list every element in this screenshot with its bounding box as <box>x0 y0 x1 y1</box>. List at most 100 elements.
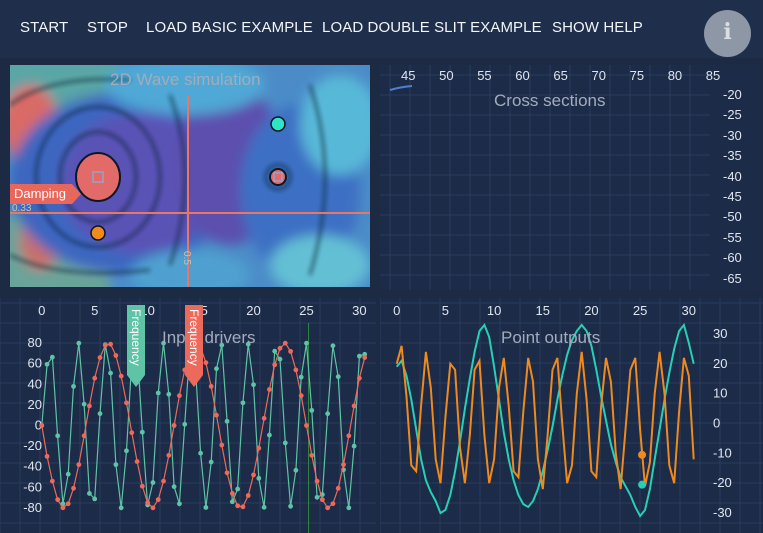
series-line-2 <box>41 342 366 509</box>
x-tick-label: 30 <box>352 303 366 318</box>
series-1-point <box>81 401 87 407</box>
x-tick-label: 25 <box>633 303 647 318</box>
cross-y-tick: -65 <box>723 270 742 286</box>
series-2-point <box>203 360 209 366</box>
series-2-point <box>92 375 98 381</box>
series-1-point <box>118 505 124 511</box>
input-drivers-panel[interactable]: 051015202530806040200-20-40-60-80 Input … <box>0 298 376 533</box>
series-2-point <box>129 430 135 436</box>
series-1-point <box>171 484 177 490</box>
series-2-point <box>214 412 219 418</box>
source-marker-1 <box>92 171 104 183</box>
cross-sections-panel[interactable]: Cross sections 45 50 55 60 65 70 75 80 85 -20 -25… <box>380 65 760 290</box>
info-icon: i <box>723 19 732 45</box>
series-1-point <box>214 366 219 372</box>
cross-y-tick: -20 <box>723 87 742 102</box>
series-2-point <box>330 501 336 507</box>
series-1-point <box>113 462 119 468</box>
frequency-marker-2[interactable]: Frequency <box>185 305 203 387</box>
show-help-button[interactable]: SHOW HELP <box>552 19 643 36</box>
point-outputs-chart[interactable]: 0 5 10 15 20 25 30 30 20 10 0 -10 -20 -30 <box>380 298 763 533</box>
x-tick-label: 20 <box>246 303 260 318</box>
stop-button[interactable]: STOP <box>87 19 128 36</box>
series-2-point <box>44 453 50 459</box>
x-tick-label: 0 <box>38 303 45 318</box>
probe-point-a <box>270 116 286 132</box>
panel-title: Cross sections <box>494 91 606 110</box>
series-1-point <box>65 471 71 477</box>
series-2-point <box>145 500 151 506</box>
series-2-point <box>76 462 82 468</box>
series-2-point <box>346 433 352 439</box>
load-double-slit-example-button[interactable]: LOAD DOUBLE SLIT EXAMPLE <box>322 19 542 36</box>
series-1-point <box>166 391 172 397</box>
panel-title: Input drivers <box>162 328 256 347</box>
cross-section-trace <box>389 85 413 91</box>
series-1-point <box>87 491 92 496</box>
series-1-point <box>351 443 357 449</box>
series-2-point <box>208 383 214 389</box>
x-tick-label: 30 <box>682 303 696 318</box>
series-2-point <box>288 348 293 354</box>
series-2-point <box>102 342 108 348</box>
x-tick-label: 10 <box>487 303 501 318</box>
start-button[interactable]: START <box>20 19 69 36</box>
highlight-point <box>638 450 647 459</box>
series-2-point <box>108 341 113 347</box>
y-tick-label: -10 <box>713 445 732 460</box>
point-outputs-panel[interactable]: 0 5 10 15 20 25 30 30 20 10 0 -10 -20 -30 Point outpu… <box>380 298 763 533</box>
cross-y-tick: -45 <box>723 189 742 204</box>
x-tick-label: 15 <box>536 303 550 318</box>
series-2-point <box>314 478 320 484</box>
series-2-point <box>256 445 262 451</box>
input-drivers-chart[interactable]: 051015202530806040200-20-40-60-80 <box>0 298 376 533</box>
frequency-marker-1[interactable]: Frequency <box>127 305 145 387</box>
series-2-point <box>161 478 166 484</box>
series-2-point <box>171 423 177 428</box>
cross-x-tick: 60 <box>515 68 530 83</box>
series-2-point <box>150 505 156 511</box>
frequency-label: Frequency <box>187 309 201 366</box>
series-2-point <box>293 367 299 373</box>
y-tick-label: 30 <box>713 326 727 341</box>
series-1-point <box>161 340 166 346</box>
series-line-2 <box>395 345 695 490</box>
series-2-point <box>229 491 235 496</box>
series-2-point <box>304 423 309 428</box>
info-button[interactable]: i <box>704 10 751 57</box>
series-1-point <box>44 361 50 367</box>
series-1-point <box>240 400 246 406</box>
series-2-point <box>124 400 129 406</box>
series-1-point <box>330 343 336 349</box>
damping-marker[interactable]: Damping <box>10 184 82 204</box>
series-1-point <box>272 348 278 354</box>
series-2-point <box>282 340 288 346</box>
series-2-point <box>245 493 251 498</box>
wave-simulation-panel[interactable]: 0.33 0.5 2D Wave simulation Damping <box>10 65 370 287</box>
cross-y-tick: -55 <box>723 229 742 245</box>
panel-title: Point outputs <box>501 328 601 347</box>
series-2-point <box>219 442 225 448</box>
x-tick-label: 0 <box>393 303 400 318</box>
y-tick-label: -80 <box>23 500 42 515</box>
series-2-point <box>251 472 256 478</box>
series-1-point <box>139 429 145 435</box>
y-tick-label: 20 <box>28 397 42 412</box>
series-2-point <box>277 345 283 351</box>
load-basic-example-button[interactable]: LOAD BASIC EXAMPLE <box>146 19 313 36</box>
series-1-point <box>288 503 293 509</box>
series-2-point <box>272 362 278 368</box>
chart-grid <box>380 298 763 533</box>
series-1-point <box>362 351 368 357</box>
series-2-point <box>60 505 66 511</box>
series-2-point <box>87 403 92 409</box>
series-1-point <box>314 494 320 500</box>
wave-heatmap[interactable]: 0.33 0.5 <box>10 65 370 287</box>
series-1-point <box>203 505 209 510</box>
series-1-point <box>219 342 225 348</box>
source-marker-2 <box>273 172 283 182</box>
y-tick-label: 0 <box>713 416 720 431</box>
series-2-point <box>55 497 61 503</box>
series-1-point <box>335 374 341 380</box>
cross-x-tick: 45 <box>401 68 416 83</box>
